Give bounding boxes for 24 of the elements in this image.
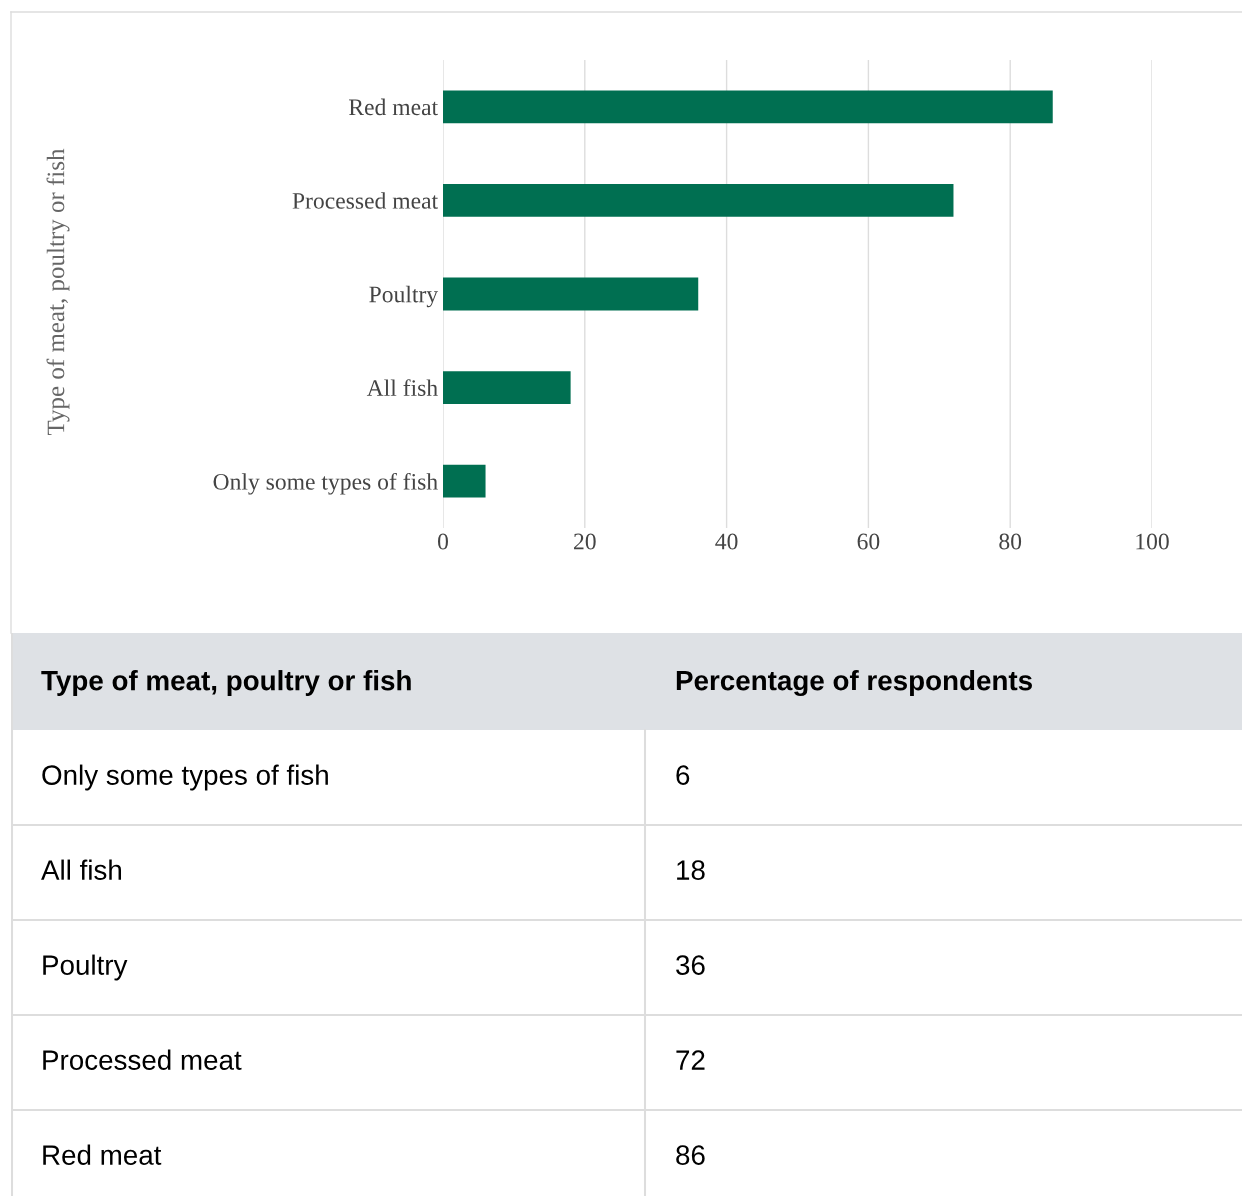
category-label: Processed meat <box>43 1049 242 1070</box>
x-tick-label: 60 <box>857 533 880 550</box>
x-tick-label: 80 <box>999 533 1022 550</box>
category-label: All fish <box>41 859 122 880</box>
y-tick-label: Red meat <box>348 98 438 116</box>
y-tick-label: Processed meat <box>292 192 438 209</box>
data-label: 18 <box>677 860 705 880</box>
data-label: 6 <box>676 765 690 785</box>
y-tick-label: Only some types of fish <box>213 472 438 495</box>
y-tick-label: Poultry <box>369 285 439 308</box>
data-label: 86 <box>676 1145 705 1165</box>
category-label: Poultry <box>43 954 128 981</box>
data-label: 36 <box>676 955 705 975</box>
y-tick-label: All fish <box>366 379 438 397</box>
x-tick-label: 100 <box>1136 533 1169 550</box>
category-label: Red meat <box>43 1144 162 1165</box>
x-tick-label: 0 <box>438 533 448 550</box>
text: Percentage of respondents <box>676 669 1032 697</box>
text: Type of meat, poultry or fish <box>41 670 411 696</box>
x-tick-label: 20 <box>574 533 596 550</box>
category-label: Only some types of fish <box>42 764 328 791</box>
data-label: 72 <box>676 1050 705 1070</box>
x-tick-label: 40 <box>715 533 738 550</box>
y-axis-title: Type of meat, poultry or fish <box>46 148 70 436</box>
